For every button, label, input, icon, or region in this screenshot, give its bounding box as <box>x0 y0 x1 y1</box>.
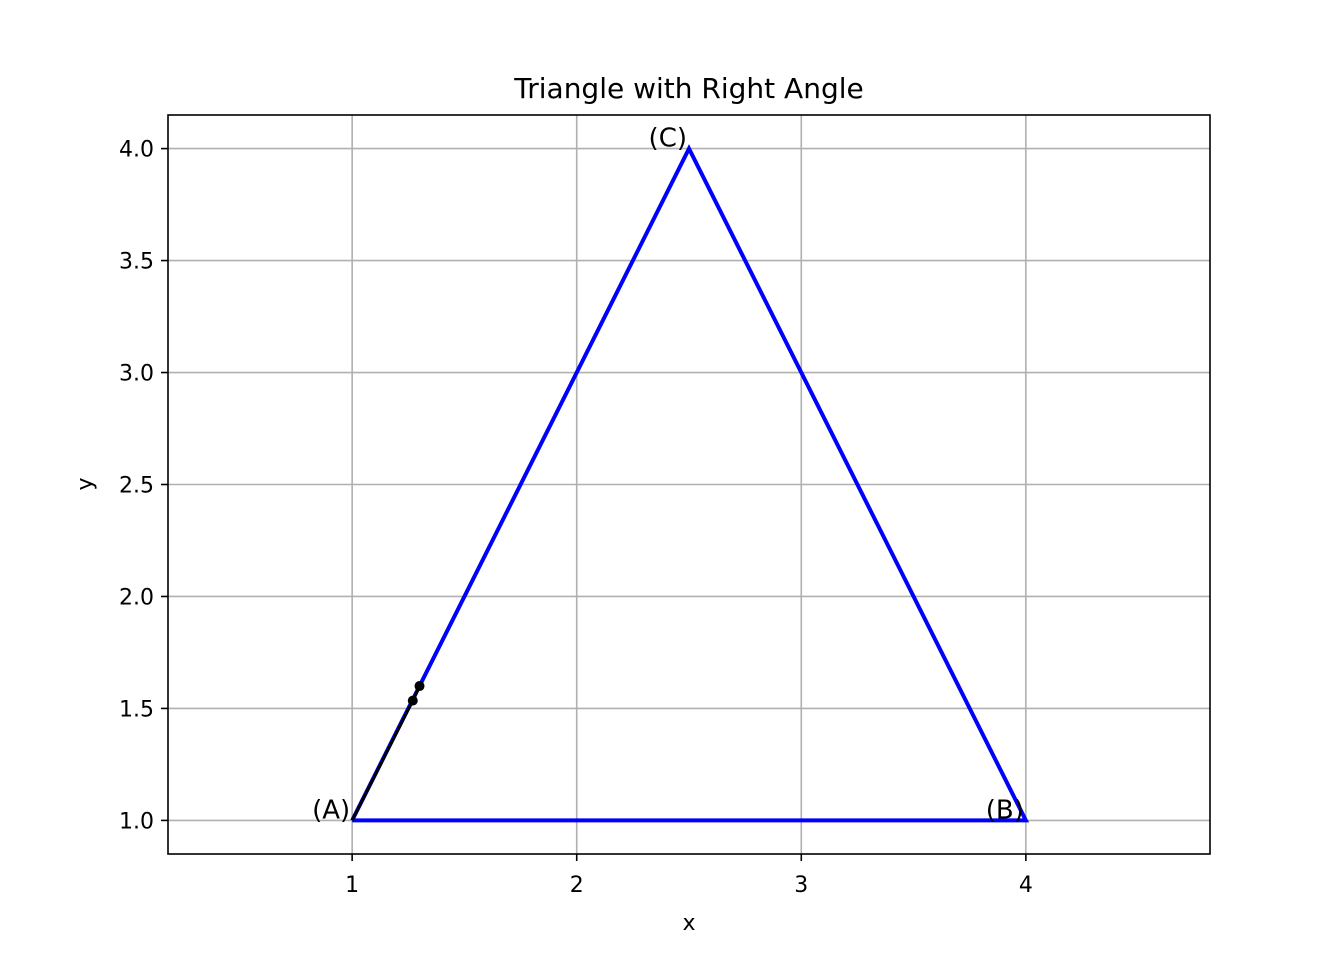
x-tick-label: 2 <box>570 873 584 898</box>
y-tick-label: 1.0 <box>119 809 154 834</box>
vertex-label: (C) <box>649 124 687 154</box>
y-tick-label: 1.5 <box>119 697 154 722</box>
y-tick-label: 3.5 <box>119 250 154 275</box>
y-tick-label: 3.0 <box>119 362 154 387</box>
y-tick-label: 2.5 <box>119 474 154 499</box>
y-axis-label: y <box>73 477 98 490</box>
vertex-label: (A) <box>312 795 350 825</box>
y-tick-label: 2.0 <box>119 585 154 610</box>
chart-title: Triangle with Right Angle <box>513 72 863 105</box>
right-angle-marker-point <box>407 695 418 706</box>
triangle-edges <box>350 144 1030 823</box>
right-angle-marker-point <box>414 681 425 692</box>
point-annotations: (A) (B) (C) <box>312 124 1024 826</box>
vertex-label: (B) <box>986 795 1024 825</box>
x-tick-label: 3 <box>794 873 808 898</box>
x-axis-label: x <box>682 911 695 936</box>
y-tick-label: 4.0 <box>119 138 154 163</box>
x-tick-label: 4 <box>1019 873 1033 898</box>
axis-ticks: 1 2 3 4 1.0 1.5 2.0 2.5 3.0 3.5 4.0 <box>119 138 1033 898</box>
plot-data <box>350 144 1030 823</box>
x-tick-label: 1 <box>345 873 359 898</box>
